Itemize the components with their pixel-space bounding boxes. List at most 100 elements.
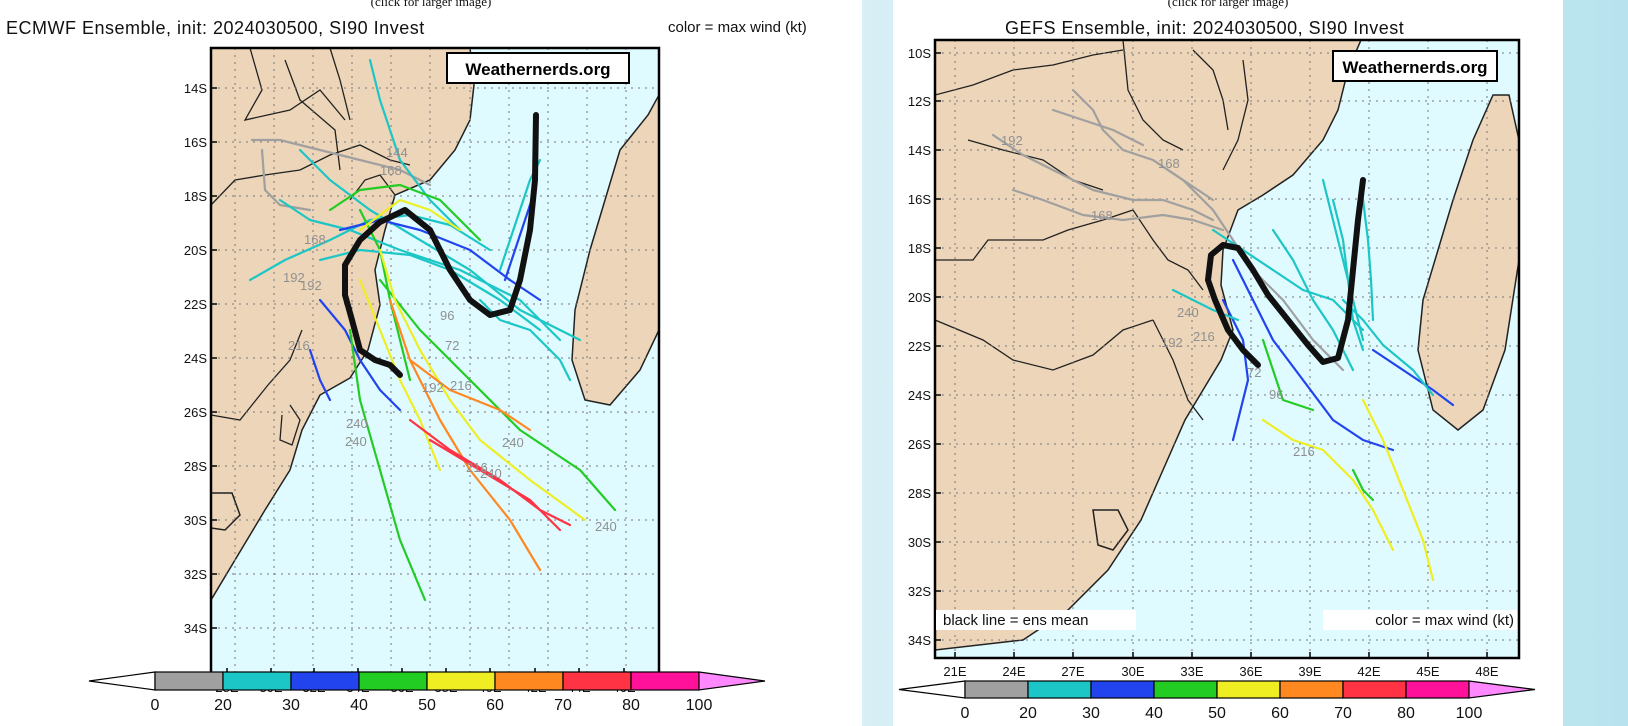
landmass bbox=[1417, 94, 1519, 431]
ensemble-track bbox=[388, 298, 542, 572]
colorbar-tick: 70 bbox=[1334, 705, 1352, 722]
longitude-label: 39E bbox=[1298, 664, 1321, 679]
ensemble-track bbox=[378, 248, 587, 522]
colorbar-tick: 70 bbox=[554, 697, 572, 714]
forecast-hour-label: 216 bbox=[288, 338, 310, 353]
longitude-label: 45E bbox=[1416, 664, 1439, 679]
colorbar-segment bbox=[1279, 680, 1344, 699]
colorbar-tick: 80 bbox=[622, 697, 640, 714]
latitude-label: 32S bbox=[908, 584, 931, 599]
gefs-panel[interactable]: (click for larger image) GEFS Ensemble, … bbox=[893, 0, 1563, 726]
country-border bbox=[935, 319, 1154, 371]
colorbar-tick: 0 bbox=[151, 697, 160, 714]
longitude-label: 42E bbox=[1357, 664, 1380, 679]
colorbar-tick: 0 bbox=[961, 705, 970, 722]
latitude-label: 14S bbox=[908, 143, 931, 158]
colorbar-tick: 20 bbox=[1019, 705, 1037, 722]
forecast-hour-label: 216 bbox=[1193, 329, 1215, 344]
forecast-hour-label: 192 bbox=[283, 270, 305, 285]
ensemble-track bbox=[358, 198, 462, 232]
ensemble-track bbox=[328, 183, 482, 242]
mean-note-bg bbox=[936, 610, 1136, 630]
latitude-label: 22S bbox=[908, 339, 931, 354]
color-note-bg bbox=[1323, 610, 1517, 630]
colorbar-segment bbox=[964, 680, 1029, 699]
forecast-hour-label: 168 bbox=[1091, 208, 1113, 223]
ensemble-track bbox=[991, 133, 1215, 222]
ensemble-track bbox=[250, 138, 432, 187]
ensemble-track bbox=[1051, 108, 1145, 147]
caption-left[interactable]: (click for larger image) bbox=[370, 0, 492, 9]
country-border bbox=[1122, 40, 1184, 151]
ensemble-track bbox=[1361, 198, 1375, 322]
ensemble-track bbox=[358, 278, 442, 472]
colorbar-segment bbox=[1027, 680, 1092, 699]
caption-right[interactable]: (click for larger image) bbox=[1167, 0, 1289, 9]
colorbar-segment bbox=[426, 671, 496, 691]
latitude-label: 24S bbox=[908, 388, 931, 403]
ecmwf-color-note: color = max wind (kt) bbox=[668, 19, 807, 36]
ensemble-track bbox=[1011, 188, 1225, 232]
watermark-box bbox=[446, 52, 630, 84]
longitude-label: 24E bbox=[1002, 664, 1025, 679]
colorbar-segment bbox=[562, 671, 632, 691]
colorbar-tick: 60 bbox=[1271, 705, 1289, 722]
ensemble-track bbox=[378, 278, 617, 512]
forecast-hour-label: 216 bbox=[450, 378, 472, 393]
ecmwf-title: ECMWF Ensemble, init: 2024030500, SI90 I… bbox=[6, 18, 425, 38]
latitude-label: 24S bbox=[184, 351, 207, 366]
longitude-label: 30E bbox=[1121, 664, 1144, 679]
colorbar-tick: 100 bbox=[1456, 705, 1483, 722]
ensemble-track bbox=[1171, 288, 1240, 322]
forecast-hour-label: 240 bbox=[502, 435, 524, 450]
ensemble-track bbox=[318, 298, 402, 412]
colorbar-tick: 30 bbox=[1082, 705, 1100, 722]
longitude-label: 27E bbox=[1061, 664, 1084, 679]
map-frame bbox=[933, 38, 1521, 660]
forecast-hour-label: 96 bbox=[1269, 387, 1283, 402]
latitude-label: 16S bbox=[908, 192, 931, 207]
ensemble-track bbox=[1231, 258, 1395, 452]
colorbar-segment bbox=[1153, 680, 1218, 699]
latitude-label: 34S bbox=[184, 621, 207, 636]
country-border bbox=[935, 209, 1134, 261]
colorbar-tick: 40 bbox=[350, 697, 368, 714]
forecast-hour-label: 192 bbox=[422, 380, 444, 395]
ensemble-mean-track bbox=[342, 112, 539, 378]
country-border bbox=[243, 48, 346, 121]
colorbar-segment bbox=[154, 671, 224, 691]
country-border bbox=[349, 174, 396, 201]
colorbar-tick: 20 bbox=[214, 697, 232, 714]
ensemble-track bbox=[408, 358, 532, 432]
forecast-hour-label: 216 bbox=[1293, 444, 1315, 459]
watermark-box bbox=[1332, 50, 1498, 82]
gefs-title: GEFS Ensemble, init: 2024030500, SI90 In… bbox=[1005, 18, 1405, 38]
ensemble-track bbox=[1341, 298, 1435, 397]
latitude-label: 14S bbox=[184, 81, 207, 96]
ensemble-track bbox=[248, 213, 492, 282]
latitude-label: 22S bbox=[184, 297, 207, 312]
country-border bbox=[284, 59, 341, 171]
forecast-hour-label: 240 bbox=[1177, 305, 1199, 320]
longitude-label: 21E bbox=[943, 664, 966, 679]
latitude-label: 10S bbox=[908, 46, 931, 61]
forecast-hour-label: 192 bbox=[300, 278, 322, 293]
colorbar-segment bbox=[290, 671, 360, 691]
watermark-text: Weathernerds.org bbox=[465, 60, 610, 79]
colorbar-max-arrow bbox=[1468, 680, 1536, 699]
ecmwf-panel[interactable]: (click for larger image) ECMWF Ensemble,… bbox=[0, 0, 862, 726]
latitude-label: 20S bbox=[908, 290, 931, 305]
latitude-label: 18S bbox=[908, 241, 931, 256]
latitude-label: 28S bbox=[184, 459, 207, 474]
forecast-hour-label: 72 bbox=[445, 338, 459, 353]
latitude-label: 28S bbox=[908, 486, 931, 501]
landmass bbox=[211, 492, 241, 531]
gefs-color-note: color = max wind (kt) bbox=[1375, 612, 1514, 629]
colorbar-segment bbox=[1342, 680, 1407, 699]
colorbar-tick: 50 bbox=[1208, 705, 1226, 722]
country-border bbox=[329, 48, 351, 121]
ensemble-track bbox=[1351, 468, 1375, 502]
gefs-map[interactable]: 192 168 168 240 216 192 72 96 216 Weathernerds.or… bbox=[893, 0, 1563, 726]
landmass bbox=[571, 94, 659, 406]
